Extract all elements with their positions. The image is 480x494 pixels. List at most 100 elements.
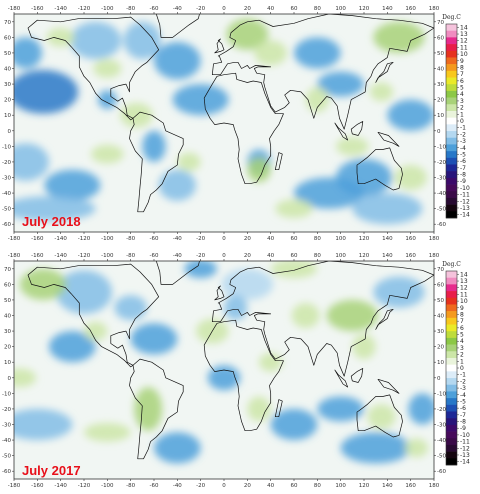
colorbar-tick-label: -6 — [460, 158, 466, 165]
anomaly-region — [184, 261, 217, 279]
latitude-tick-label: -10 — [2, 391, 11, 397]
anomaly-region — [123, 21, 161, 60]
anomaly-region — [373, 276, 425, 308]
longitude-tick-label: -100 — [101, 6, 114, 12]
longitude-tick-label: 160 — [405, 236, 416, 242]
anomaly-region — [49, 331, 96, 363]
latitude-tick-label: 10 — [437, 360, 444, 366]
colorbar-tick-label: -3 — [460, 138, 466, 145]
latitude-tick-label: 20 — [437, 345, 444, 351]
longitude-tick-label: -160 — [31, 253, 44, 259]
colorbar-swatch — [446, 84, 457, 92]
colorbar-swatch — [446, 424, 457, 432]
longitude-tick-label: -160 — [31, 483, 44, 489]
latitude-tick-label: 40 — [437, 67, 444, 73]
longitude-tick-label: 160 — [405, 483, 416, 489]
anomaly-region — [177, 152, 201, 172]
colorbar-tick-label: -9 — [460, 178, 466, 185]
coastline — [356, 394, 403, 438]
colorbar-swatch — [446, 50, 457, 58]
anomaly-region — [275, 199, 313, 218]
colorbar-swatch — [446, 30, 457, 38]
anomaly-region — [247, 157, 271, 183]
latitude-tick-label: -50 — [2, 207, 11, 213]
longitude-tick-label: 60 — [291, 253, 298, 259]
longitude-tick-label: 100 — [335, 6, 346, 12]
anomaly-region — [367, 404, 396, 430]
anomaly-region — [270, 408, 318, 441]
longitude-tick-label: 40 — [267, 483, 274, 489]
colorbar-tick-label: -7 — [460, 165, 466, 172]
longitude-tick-label: 20 — [244, 483, 251, 489]
colorbar-swatch — [446, 131, 457, 139]
colorbar-tick-label: 14 — [460, 271, 468, 278]
latitude-tick-label: -20 — [2, 407, 11, 413]
longitude-tick-label: 120 — [359, 236, 370, 242]
latitude-tick-label: -20 — [2, 160, 11, 166]
colorbar-swatch — [446, 291, 457, 299]
longitude-tick-label: 60 — [291, 6, 298, 12]
colorbar-tick-label: 7 — [460, 318, 464, 325]
colorbar-swatch — [446, 297, 457, 305]
latitude-tick-label: -10 — [2, 144, 11, 150]
coastlines — [27, 14, 434, 213]
longitude-tick-label: 120 — [359, 6, 370, 12]
coastline — [203, 72, 284, 185]
latitude-tick-label: 70 — [437, 20, 444, 26]
colorbar-tick-label: -14 — [460, 212, 470, 219]
longitude-tick-label: 20 — [244, 6, 251, 12]
colorbar-tick-label: -1 — [460, 125, 466, 132]
anomaly-region — [142, 130, 166, 162]
colorbar-tick-label: 5 — [460, 85, 464, 92]
anomaly-region — [294, 177, 364, 209]
longitude-tick-label: 120 — [359, 483, 370, 489]
latitude-tick-label: -30 — [2, 176, 11, 182]
latitude-tick-label: -20 — [437, 160, 446, 166]
colorbar-tick-label: -12 — [460, 445, 470, 452]
anomaly-region — [254, 40, 287, 66]
panel-label: July 2018 — [22, 214, 81, 229]
anomaly-region — [134, 387, 163, 431]
anomaly-region — [336, 137, 369, 156]
colorbar-swatch — [446, 444, 457, 452]
longitude-tick-label: 0 — [222, 253, 226, 259]
longitude-tick-label: 160 — [405, 253, 416, 259]
anomaly-region — [226, 18, 269, 50]
colorbar-swatch — [446, 124, 457, 132]
longitude-tick-label: -20 — [196, 236, 205, 242]
latitude-tick-label: -50 — [2, 454, 11, 460]
anomaly-region — [387, 99, 434, 131]
colorbar-tick-label: 1 — [460, 111, 464, 118]
coastline — [274, 399, 283, 418]
latitude-tick-label: 30 — [437, 82, 444, 88]
colorbar-tick-label: 6 — [460, 325, 464, 332]
colorbar-tick-label: -5 — [460, 398, 466, 405]
longitude-tick-label: -80 — [126, 6, 135, 12]
colorbar-swatch — [446, 277, 457, 285]
colorbar-tick-label: 11 — [460, 291, 468, 298]
colorbar-tick-label: 9 — [460, 58, 464, 65]
longitude-tick-label: 180 — [429, 253, 440, 259]
colorbar-tick-label: 6 — [460, 78, 464, 85]
colorbar-swatch — [446, 391, 457, 399]
colorbar-tick-label: -8 — [460, 419, 466, 426]
colorbar-tick-label: -9 — [460, 425, 466, 432]
colorbar-swatch — [446, 57, 457, 65]
coastline — [356, 147, 403, 191]
anomaly-field — [14, 18, 434, 225]
colorbar-title: Deg.C — [442, 261, 461, 268]
longitude-tick-label: -120 — [78, 483, 91, 489]
latitude-tick-label: -10 — [437, 391, 446, 397]
colorbar-tick-label: 13 — [460, 278, 468, 285]
longitude-tick-label: -160 — [31, 236, 44, 242]
latitude-tick-label: 10 — [4, 360, 11, 366]
coastline — [129, 358, 184, 460]
colorbar-tick-label: 13 — [460, 31, 468, 38]
longitude-tick-label: 80 — [314, 253, 321, 259]
anomaly-region — [305, 87, 330, 113]
anomaly-region — [93, 59, 122, 78]
anomaly-region — [224, 295, 248, 321]
temperature-anomaly-map-2017: -180-180-160-160-140-140-120-120-100-100… — [2, 253, 470, 489]
colorbar-tick-label: 0 — [460, 118, 464, 125]
colorbar-tick-label: -7 — [460, 412, 466, 419]
